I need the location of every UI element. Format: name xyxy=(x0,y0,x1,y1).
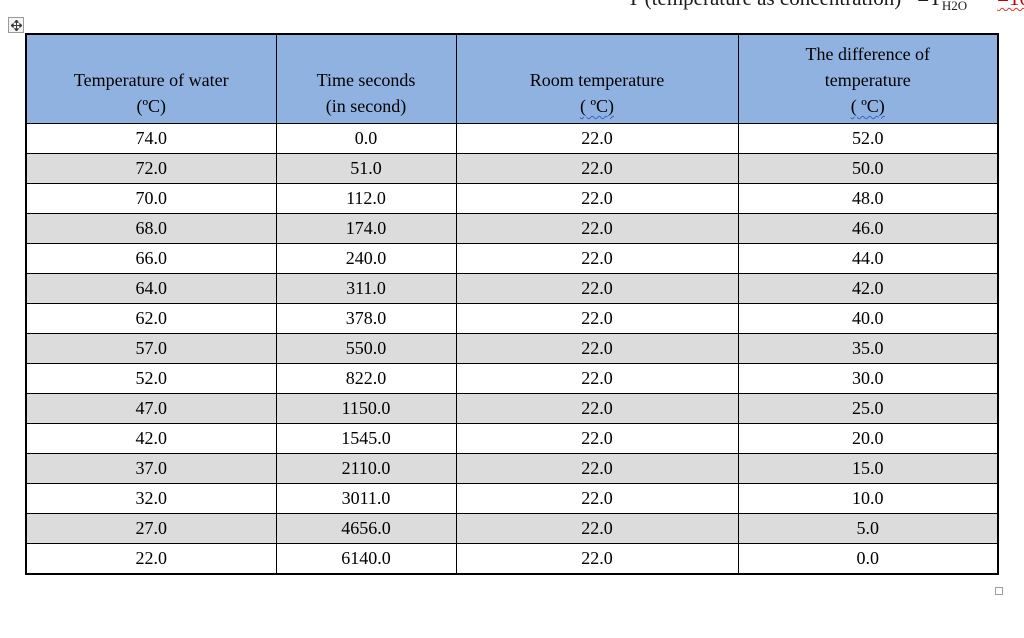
header-text: Temperature of water xyxy=(73,70,229,90)
formula-equals: =T xyxy=(917,0,942,10)
table-cell[interactable]: 22.0 xyxy=(455,153,739,184)
table-cell[interactable]: 0.0 xyxy=(737,543,999,575)
header-cell-temp-difference[interactable]: The difference of temperature ( ºC) xyxy=(737,33,999,124)
table-cell[interactable]: 42.0 xyxy=(737,273,999,304)
table-cell[interactable]: 20.0 xyxy=(737,423,999,454)
table-cell[interactable]: 112.0 xyxy=(275,183,457,214)
table-row: 22.0 6140.0 22.0 0.0 xyxy=(25,543,999,575)
table-row: 70.0 112.0 22.0 48.0 xyxy=(25,183,999,214)
table-cell[interactable]: 46.0 xyxy=(737,213,999,244)
table-cell[interactable]: 27.0 xyxy=(25,513,277,544)
table-row: 64.0 311.0 22.0 42.0 xyxy=(25,273,999,304)
table-cell[interactable]: 25.0 xyxy=(737,393,999,424)
table-cell[interactable]: 10.0 xyxy=(737,483,999,514)
table-cell[interactable]: 22.0 xyxy=(455,513,739,544)
formula-line: T (temperature as concentration) =TH2O =10 xyxy=(627,0,1024,11)
table-cell[interactable]: 22.0 xyxy=(455,333,739,364)
table-cell[interactable]: 22.0 xyxy=(455,303,739,334)
table-cell[interactable]: 70.0 xyxy=(25,183,277,214)
table-cell[interactable]: 550.0 xyxy=(275,333,457,364)
table-cell[interactable]: 62.0 xyxy=(25,303,277,334)
table-cell[interactable]: 37.0 xyxy=(25,453,277,484)
table-cell[interactable]: 22.0 xyxy=(455,543,739,575)
table-cell[interactable]: 50.0 xyxy=(737,153,999,184)
table-cell[interactable]: 311.0 xyxy=(275,273,457,304)
table-cell[interactable]: 174.0 xyxy=(275,213,457,244)
table-cell[interactable]: 378.0 xyxy=(275,303,457,334)
table-cell[interactable]: 52.0 xyxy=(25,363,277,394)
header-text-grammar-underlined: ( ºC) xyxy=(579,96,615,116)
table-cell[interactable]: 22.0 xyxy=(455,483,739,514)
table-cell[interactable]: 72.0 xyxy=(25,153,277,184)
header-text-grammar-underlined: ( ºC) xyxy=(850,96,885,116)
table-cell[interactable]: 22.0 xyxy=(455,273,739,304)
table-cell[interactable]: 51.0 xyxy=(275,153,457,184)
table-cell[interactable]: 22.0 xyxy=(455,453,739,484)
table-cell[interactable]: 22.0 xyxy=(455,243,739,274)
table-cell[interactable]: 68.0 xyxy=(25,213,277,244)
temperature-data-table: Temperature of water (ºC) Time seconds (… xyxy=(25,33,999,575)
header-text: The difference of xyxy=(805,44,931,64)
table-row: 62.0 378.0 22.0 40.0 xyxy=(25,303,999,334)
table-cell[interactable]: 822.0 xyxy=(275,363,457,394)
table-row: 68.0 174.0 22.0 46.0 xyxy=(25,213,999,244)
table-cell[interactable]: 22.0 xyxy=(455,183,739,214)
table-move-handle[interactable] xyxy=(8,17,24,33)
misspelled-fragment: =10 xyxy=(997,0,1024,10)
table-cell[interactable]: 30.0 xyxy=(737,363,999,394)
table-cell[interactable]: 35.0 xyxy=(737,333,999,364)
table-cell[interactable]: 1150.0 xyxy=(275,393,457,424)
table-row: 66.0 240.0 22.0 44.0 xyxy=(25,243,999,274)
table-cell[interactable]: 22.0 xyxy=(455,123,739,154)
table-cell[interactable]: 52.0 xyxy=(737,123,999,154)
table-cell[interactable]: 64.0 xyxy=(25,273,277,304)
header-text: (ºC) xyxy=(136,96,167,116)
move-cross-icon xyxy=(10,19,22,31)
table-row: 74.0 0.0 22.0 52.0 xyxy=(25,123,999,154)
header-text: (in second) xyxy=(325,96,407,116)
table-row: 47.0 1150.0 22.0 25.0 xyxy=(25,393,999,424)
table-cell[interactable]: 47.0 xyxy=(25,393,277,424)
header-cell-room-temp[interactable]: Room temperature ( ºC) xyxy=(455,33,739,124)
table-cell[interactable]: 42.0 xyxy=(25,423,277,454)
table-cell[interactable]: 5.0 xyxy=(737,513,999,544)
table-resize-handle[interactable] xyxy=(995,587,1003,595)
table-cell[interactable]: 66.0 xyxy=(25,243,277,274)
table-cell[interactable]: 6140.0 xyxy=(275,543,457,575)
table-cell[interactable]: 48.0 xyxy=(737,183,999,214)
table-row: 42.0 1545.0 22.0 20.0 xyxy=(25,423,999,454)
table-cell[interactable]: 2110.0 xyxy=(275,453,457,484)
table-cell[interactable]: 44.0 xyxy=(737,243,999,274)
table-cell[interactable]: 4656.0 xyxy=(275,513,457,544)
table-cell[interactable]: 40.0 xyxy=(737,303,999,334)
clipped-text-strip: T (temperature as concentration) =TH2O =10 xyxy=(0,0,1024,11)
table-cell[interactable]: 22.0 xyxy=(455,423,739,454)
table-cell[interactable]: 240.0 xyxy=(275,243,457,274)
table-cell[interactable]: 74.0 xyxy=(25,123,277,154)
table-cell[interactable]: 22.0 xyxy=(455,393,739,424)
table-cell[interactable]: 22.0 xyxy=(455,363,739,394)
header-text: Room temperature xyxy=(529,70,665,90)
table-cell[interactable]: 3011.0 xyxy=(275,483,457,514)
header-cell-time[interactable]: Time seconds (in second) xyxy=(275,33,457,124)
table-row: 52.0 822.0 22.0 30.0 xyxy=(25,363,999,394)
table-row: 27.0 4656.0 22.0 5.0 xyxy=(25,513,999,544)
table-row: 37.0 2110.0 22.0 15.0 xyxy=(25,453,999,484)
table-row: 72.0 51.0 22.0 50.0 xyxy=(25,153,999,184)
table-row: 57.0 550.0 22.0 35.0 xyxy=(25,333,999,364)
table-cell[interactable]: 32.0 xyxy=(25,483,277,514)
table-row: 32.0 3011.0 22.0 10.0 xyxy=(25,483,999,514)
header-cell-water-temp[interactable]: Temperature of water (ºC) xyxy=(25,33,277,124)
header-row: Temperature of water (ºC) Time seconds (… xyxy=(25,33,999,124)
table-cell[interactable]: 15.0 xyxy=(737,453,999,484)
header-text: Time seconds xyxy=(316,70,416,90)
header-text: temperature xyxy=(824,70,911,90)
table-cell[interactable]: 57.0 xyxy=(25,333,277,364)
table-cell[interactable]: 1545.0 xyxy=(275,423,457,454)
formula-prefix: T (temperature as concentration) xyxy=(627,0,901,10)
table-cell[interactable]: 22.0 xyxy=(25,543,277,575)
table-cell[interactable]: 0.0 xyxy=(275,123,457,154)
table-cell[interactable]: 22.0 xyxy=(455,213,739,244)
formula-subscript: H2O xyxy=(941,0,968,11)
